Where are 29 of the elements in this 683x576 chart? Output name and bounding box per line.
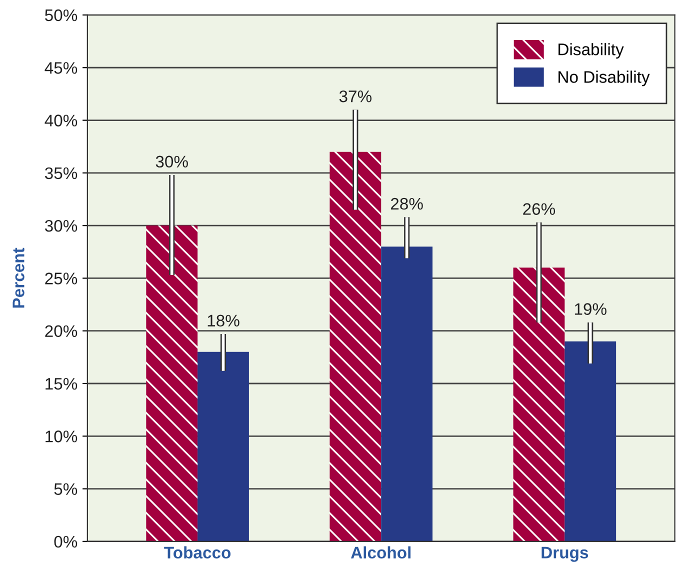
y-tick-label: 45% [44, 62, 78, 74]
data-label: 28% [390, 198, 423, 210]
bar [564, 341, 616, 542]
data-label: 18% [208, 314, 240, 327]
y-tick-label: 5% [54, 483, 78, 495]
data-label: 30% [156, 156, 188, 168]
bar [198, 352, 249, 542]
data-label: 37% [339, 90, 372, 102]
y-tick-label: 35% [44, 167, 78, 180]
y-tick-label: 15% [46, 378, 78, 390]
x-tick-label: Tobacco [164, 546, 231, 559]
data-label: 26% [523, 203, 556, 215]
legend-label: Disability [558, 43, 624, 59]
bar [513, 268, 565, 542]
x-tick-label: Drugs [542, 546, 588, 562]
y-tick-label: 10% [46, 430, 78, 442]
x-tick-label: Alcohol [350, 546, 410, 559]
y-tick-label: 30% [44, 220, 78, 232]
y-tick-label: 40% [44, 114, 78, 126]
y-tick-label: 0% [54, 536, 78, 548]
data-label: 19% [574, 303, 606, 315]
bar [146, 226, 198, 542]
y-tick-label: 25% [45, 272, 78, 284]
y-tick-label: 50% [45, 9, 78, 22]
bar [381, 246, 433, 542]
bar [330, 152, 382, 542]
y-axis-title: Percent [12, 248, 24, 308]
y-tick-label: 20% [45, 325, 78, 338]
legend-label: No Disability [558, 70, 650, 86]
